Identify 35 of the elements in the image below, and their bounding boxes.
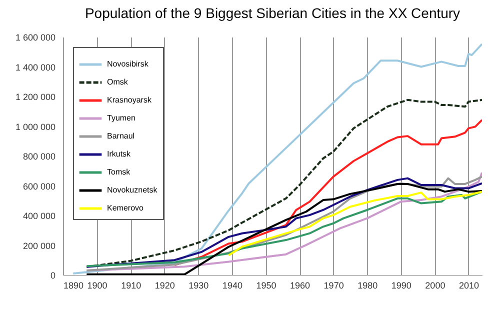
y-tick-label: 1 600 000 (15, 32, 56, 42)
legend-label: Tomsk (107, 168, 132, 176)
y-tick-label: 800 000 (22, 152, 56, 162)
line-series (174, 119, 482, 266)
x-tick-label: 1910 (121, 280, 142, 290)
x-tick-label: 1970 (324, 280, 344, 290)
x-tick-label: 2010 (458, 280, 479, 290)
y-tick-label: 400 000 (22, 211, 56, 221)
x-tick-label: 1960 (290, 280, 310, 290)
y-tick-label: 200 000 (22, 240, 56, 251)
x-tick-label: 1950 (256, 280, 276, 290)
line-series (72, 42, 482, 275)
x-tick-label: 1920 (154, 280, 175, 290)
chart-title: Population of the 9 Biggest Siberian Cities in the XX Century (84, 5, 460, 21)
x-tick-label: 1940 (222, 280, 242, 290)
y-tick-label: 600 000 (22, 181, 56, 192)
legend-label: Irkutsk (107, 150, 132, 158)
legend-label: Tyumen (107, 114, 136, 122)
x-tick-label: 1990 (391, 280, 412, 290)
y-tick-label: 1 000 000 (15, 122, 56, 132)
y-tick-label: 1 200 000 (15, 92, 56, 102)
x-tick-label: 1890 (64, 280, 84, 290)
x-tick-label: 1980 (358, 280, 378, 290)
x-tick-label: 2000 (425, 280, 446, 290)
legend-label: Kemerovo (107, 204, 144, 212)
y-tick-label: 0 (50, 270, 56, 280)
legend-label: Omsk (107, 78, 129, 86)
line-series (228, 190, 482, 256)
legend-label: Novokuznetsk (107, 186, 158, 194)
y-tick-label: 1 400 000 (15, 62, 56, 72)
legend-label: Barnaul (107, 132, 135, 140)
x-tick-label: 1900 (87, 280, 108, 290)
legend-label: Krasnoyarsk (107, 96, 152, 104)
legend-label: Novosibirsk (107, 60, 150, 68)
x-tick-label: 1930 (188, 280, 209, 290)
